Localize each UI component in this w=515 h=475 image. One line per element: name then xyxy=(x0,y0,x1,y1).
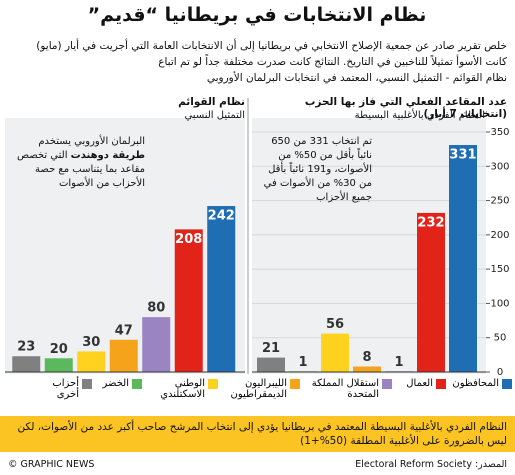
y-tick-label: 300 xyxy=(490,161,509,172)
source: المصدر: Electoral Reform Society xyxy=(355,459,507,470)
legend-label: الخضر xyxy=(102,378,129,389)
bar xyxy=(44,358,73,372)
legend-item: الوطني الاسكتلندي xyxy=(146,378,218,400)
bar xyxy=(417,212,445,372)
legend-swatch xyxy=(82,379,92,389)
value-label: 232 xyxy=(417,215,444,230)
subtitle-line: نظام القوائم - التمثيل النسبي، المعتمد ف… xyxy=(206,72,507,84)
bar xyxy=(321,333,349,372)
value-label: 208 xyxy=(175,232,202,247)
subtitle-line: خلص تقرير صادر عن جمعية الإصلاح الانتخاب… xyxy=(36,40,507,52)
bar xyxy=(174,229,203,372)
note: النظام الفردي بالأغلبية البسيطة المعتمد … xyxy=(0,416,515,452)
value-label: 20 xyxy=(50,342,68,357)
y-tick-label: 150 xyxy=(490,264,509,275)
legend-label: الليبراليون الديمقراطيون xyxy=(230,378,287,400)
legend-swatch xyxy=(208,379,218,389)
bar xyxy=(109,339,138,372)
annotation-bold: طريقة دوهندت xyxy=(70,150,145,161)
y-tick-label: 250 xyxy=(490,196,509,207)
annotation-text: البرلمان الأوروبي يستخدم xyxy=(38,136,145,147)
y-tick-label: 50 xyxy=(494,333,507,344)
legend-label: استقلال المملكة المتحدة xyxy=(311,378,379,400)
annotation-text: التي تخصص مقاعد بما يتناسب مع حصة الأحزا… xyxy=(16,150,145,189)
bar xyxy=(353,366,381,372)
bar xyxy=(12,356,41,372)
value-label: 1 xyxy=(298,355,307,370)
value-label: 47 xyxy=(115,323,133,338)
legend-swatch xyxy=(382,379,392,389)
value-label: 30 xyxy=(82,335,100,350)
bar xyxy=(257,357,285,372)
legend-item: الخضر xyxy=(96,378,142,400)
legend-swatch xyxy=(502,379,512,389)
legend-swatch xyxy=(436,379,446,389)
title: نظام الانتخابات في بريطانيا “قديم” xyxy=(87,4,427,26)
right-panel xyxy=(252,118,486,374)
value-label: 242 xyxy=(208,209,235,224)
value-label: 80 xyxy=(147,301,165,316)
annotation: تم انتخاب 331 من 650 نائباً بأقل من 50% … xyxy=(263,136,372,203)
y-tick-label: 350 xyxy=(490,127,509,138)
legend: المحافظون العمال استقلال المملكة المتحدة ال… xyxy=(4,378,512,400)
bar xyxy=(142,317,171,372)
legend-item: الليبراليون الديمقراطيون xyxy=(222,378,300,400)
chart-subtitle: التمثيل النسبي xyxy=(184,110,245,121)
bar xyxy=(449,145,477,372)
legend-item: استقلال المملكة المتحدة xyxy=(304,378,392,400)
credit: © GRAPHIC NEWS xyxy=(8,459,95,470)
legend-label: المحافظون xyxy=(452,378,499,389)
y-tick-label: 200 xyxy=(490,230,509,241)
legend-item: المحافظون xyxy=(450,378,512,400)
legend-label: أحزاب أخرى xyxy=(52,378,79,400)
legend-label: العمال xyxy=(406,378,433,389)
chart-subtitle: النظام الفردي بالأغلبية البسيطة xyxy=(354,110,485,121)
bar xyxy=(207,206,236,372)
subtitle-line: كانت الأسوأ تمثيلاً للناخبين في التاريخ.… xyxy=(158,56,507,68)
chart-title: عدد المقاعد الفعلي التي فاز بها الحزب (ا… xyxy=(304,96,507,120)
bar xyxy=(77,351,106,372)
y-tick-label: 0 xyxy=(497,367,503,378)
legend-item: العمال xyxy=(396,378,446,400)
legend-label: الوطني الاسكتلندي xyxy=(160,378,205,400)
value-label: 23 xyxy=(17,340,35,355)
value-label: 21 xyxy=(262,341,280,356)
y-tick-label: 100 xyxy=(490,298,509,309)
left-panel xyxy=(5,118,245,374)
value-label: 1 xyxy=(394,355,403,370)
annotation: البرلمان الأوروبي يستخدم طريقة دوهندت ال… xyxy=(10,135,145,191)
value-label: 8 xyxy=(362,350,371,365)
chart-title: نظام القوائم xyxy=(178,96,245,108)
value-label: 56 xyxy=(326,317,344,332)
legend-swatch xyxy=(132,379,142,389)
value-label: 331 xyxy=(449,148,476,163)
subtitle: خلص تقرير صادر عن جمعية الإصلاح الانتخاب… xyxy=(2,38,507,86)
legend-item: أحزاب أخرى xyxy=(40,378,92,400)
legend-swatch xyxy=(290,379,300,389)
